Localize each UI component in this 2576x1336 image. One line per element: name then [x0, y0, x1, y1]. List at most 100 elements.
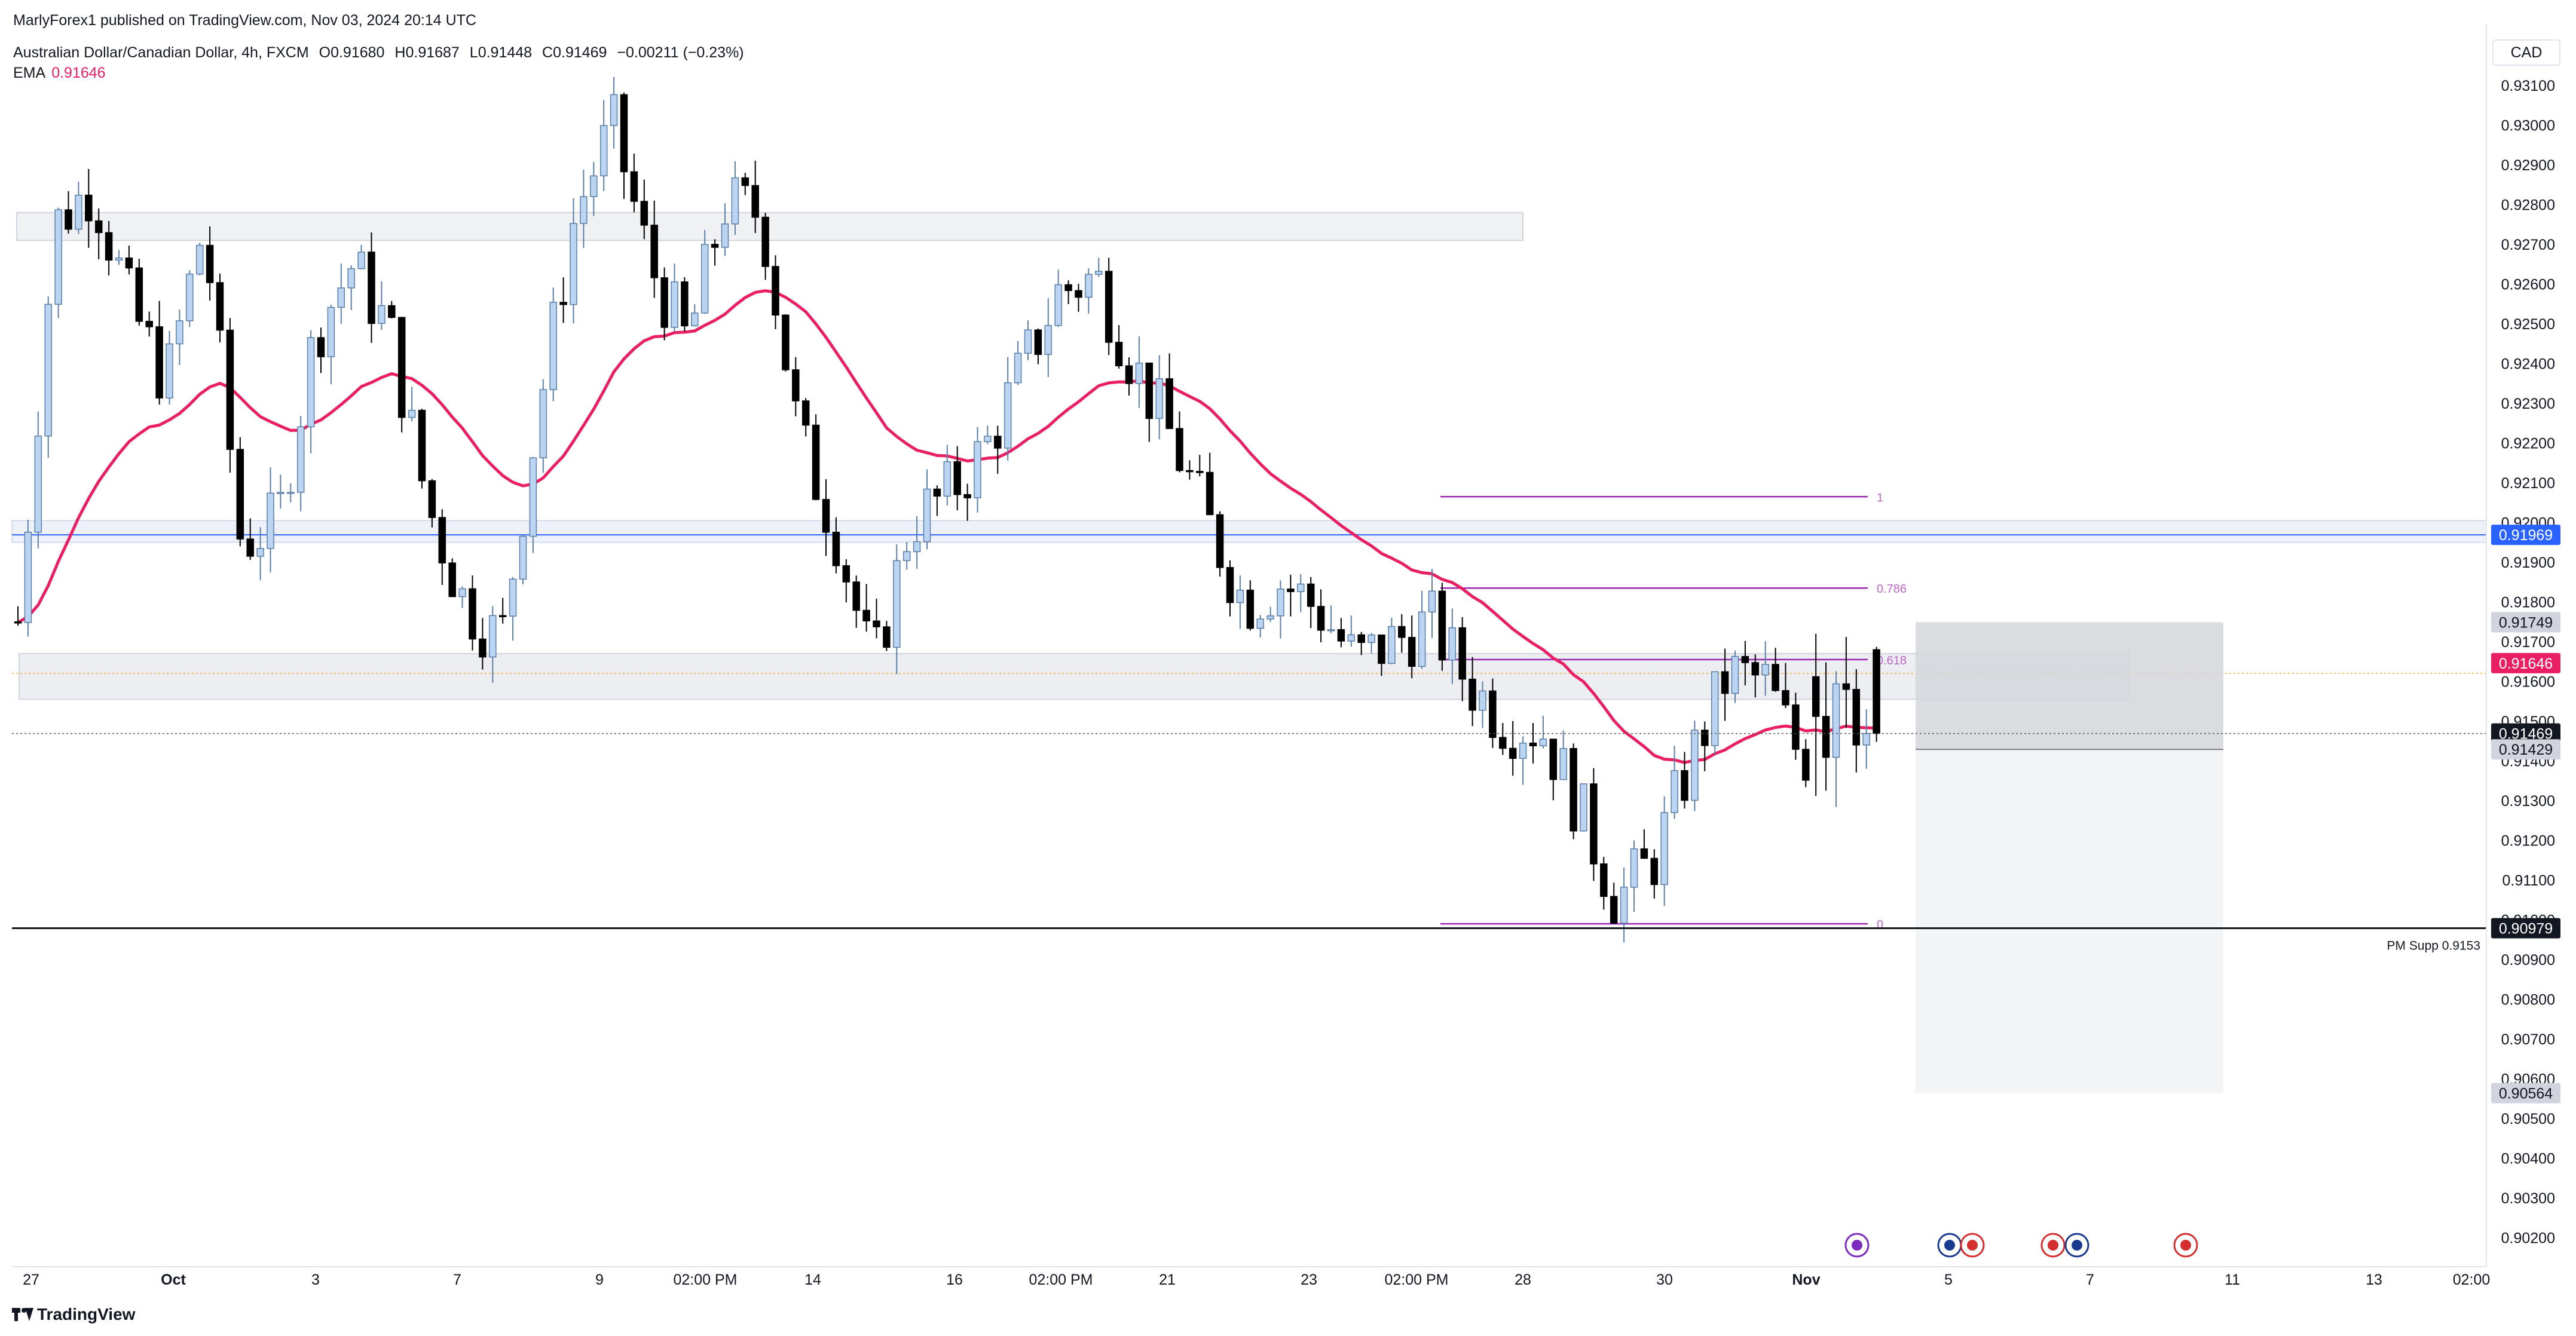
candle-up [489, 615, 497, 658]
candle-down [125, 258, 133, 269]
time-tick-label: 23 [1301, 1271, 1317, 1288]
candle-up [195, 244, 204, 275]
candle-down [741, 177, 749, 186]
candle-down [751, 185, 759, 218]
candle-up [923, 488, 931, 543]
candle-down [1357, 634, 1365, 644]
time-tick-label: 5 [1944, 1271, 1953, 1288]
time-tick-label: 13 [2366, 1271, 2382, 1288]
symbol-legend: Australian Dollar/Canadian Dollar, 4h, F… [13, 44, 750, 62]
candle-up [539, 389, 547, 459]
candles[interactable] [14, 76, 1880, 943]
fib-label: 0.618 [1877, 654, 1907, 667]
candle-up [115, 258, 123, 261]
time-tick-label: 02:00 PM [1029, 1271, 1093, 1288]
time-axis[interactable]: 27 Oct 3 7 9 02:00 PM 14 16 02:00 PM 21 23 02:00 PM… [12, 1266, 2490, 1288]
horizontal-lines[interactable]: PM Supp 0.9153 [12, 733, 2486, 953]
candle-down [388, 305, 396, 318]
candle-down [1115, 342, 1123, 366]
candle-down [216, 282, 224, 331]
candle-down [1317, 606, 1325, 631]
candle-down [801, 400, 810, 426]
time-tick-label: 11 [2225, 1271, 2240, 1288]
candle-down [1640, 848, 1648, 859]
open-label: O0.91680 [319, 44, 385, 61]
candle-up [509, 578, 517, 617]
candle-up [1428, 590, 1436, 613]
candle-down [1307, 583, 1315, 607]
candle-up [580, 196, 588, 224]
candle-up [296, 426, 305, 493]
candle-down [1337, 629, 1345, 642]
candle-up [1095, 271, 1103, 275]
candle-down [1650, 857, 1659, 885]
candle-down [145, 321, 153, 327]
time-tick-label: 27 [23, 1271, 39, 1288]
cad-flag-icon-dot [1967, 1240, 1978, 1251]
candle-down [1701, 730, 1709, 746]
candle-down [1822, 716, 1830, 758]
ema-legend[interactable]: EMA 0.91646 [13, 65, 112, 82]
candle-up [186, 273, 194, 321]
candle-down [883, 626, 891, 648]
symbol-name[interactable]: Australian Dollar/Canadian Dollar, 4h, F… [13, 44, 309, 61]
lightning-event-icon-dot [1852, 1240, 1862, 1251]
candle-down [105, 232, 113, 261]
chart-zones [11, 212, 2487, 1093]
time-tick-label: 14 [804, 1271, 821, 1288]
candle-down [1125, 365, 1133, 384]
candle-down [1499, 737, 1507, 749]
candle-down [953, 461, 961, 495]
candle-down [963, 494, 971, 498]
time-tick-label: Oct [161, 1271, 186, 1288]
candle-down [1378, 634, 1385, 664]
candle-up [1691, 730, 1699, 801]
candle-up [519, 535, 527, 580]
candle-down [1458, 627, 1466, 680]
price-label: 0.90564 [2499, 1085, 2553, 1102]
fib-retracement[interactable]: 1 0.786 0.618 0 [1440, 491, 1907, 931]
candle-down [236, 449, 244, 540]
time-tick-label: 16 [946, 1271, 963, 1288]
candle-up [54, 209, 62, 305]
candle-up [1367, 634, 1375, 644]
price-tick-label: 0.91200 [2501, 833, 2555, 850]
candle-up [610, 94, 618, 126]
candle-up [1327, 629, 1335, 632]
candle-down [418, 409, 426, 482]
candle-down [1549, 739, 1558, 780]
price-tick-label: 0.93000 [2501, 118, 2555, 134]
publisher-line: MarlyForex1 published on TradingView.com… [13, 12, 476, 29]
currency-button[interactable]: CAD [2492, 39, 2560, 66]
range-band [11, 520, 2487, 543]
candle-down [782, 314, 790, 370]
supply-zone [16, 212, 1523, 241]
candle-down [85, 194, 93, 222]
candle-down [772, 266, 779, 316]
candle-up [1761, 664, 1769, 676]
candle-down [862, 609, 870, 622]
time-tick-label: 02:00 PM [1384, 1271, 1448, 1288]
price-axis[interactable]: 0.93100 0.93000 0.92900 0.92800 0.92700 0.926… [2486, 24, 2560, 1267]
price-tick-label: 0.92300 [2501, 396, 2555, 412]
candle-down [650, 225, 658, 278]
ema-value: 0.91646 [51, 65, 106, 81]
candle-down [1216, 514, 1224, 568]
price-label-bg [2491, 652, 2560, 673]
candle-up [549, 302, 557, 390]
candle-up [1256, 618, 1264, 629]
time-tick-label: 21 [1159, 1271, 1176, 1288]
aud-flag-icon-dot [2072, 1240, 2082, 1251]
candle-down [1145, 362, 1154, 419]
time-tick-label: 7 [2086, 1271, 2094, 1288]
tradingview-logo[interactable]: TradingView [12, 1305, 135, 1324]
candle-up [357, 252, 365, 269]
candle-up [1277, 589, 1284, 617]
candle-down [842, 565, 850, 583]
candle-up [1135, 362, 1143, 384]
candle-down [822, 499, 830, 533]
economic-events[interactable] [1844, 1233, 2198, 1258]
change-value: −0.00211 (−0.23%) [617, 44, 744, 61]
candle-up [1519, 742, 1527, 759]
